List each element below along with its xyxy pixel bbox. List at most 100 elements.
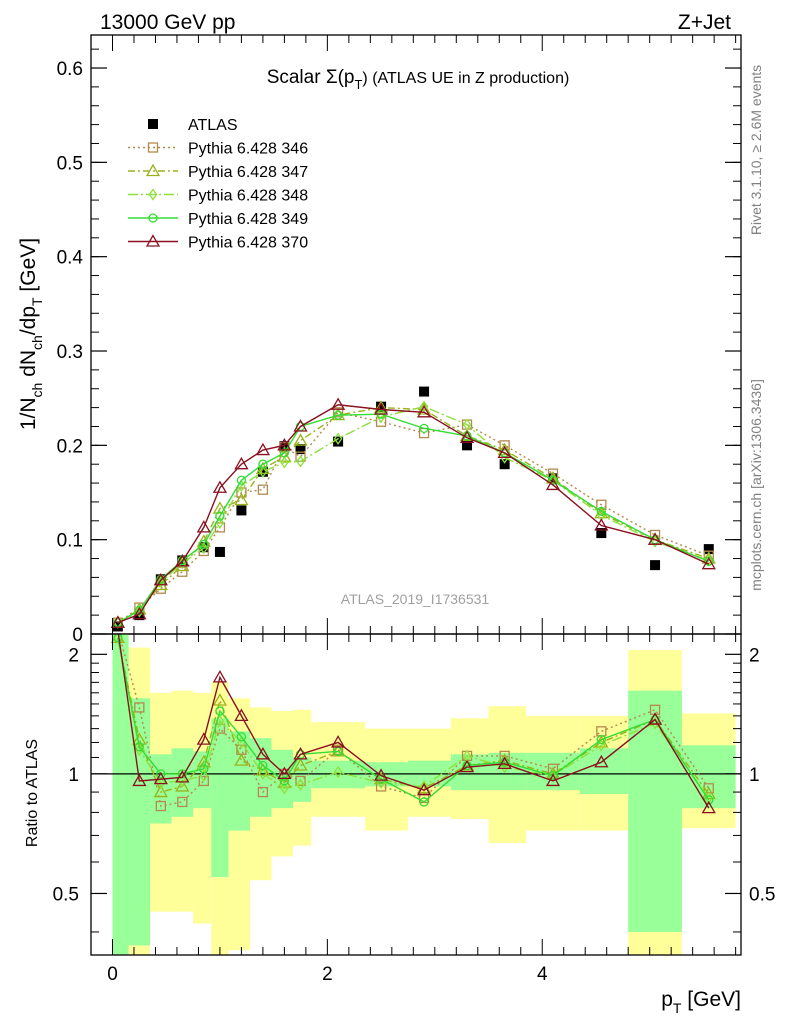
- point-p370: [293, 419, 308, 432]
- point-p370: [647, 532, 663, 545]
- series-line-p348: [117, 405, 710, 624]
- y-tick-label: 0: [72, 625, 83, 646]
- point-data: [462, 440, 473, 451]
- ratio-point-p370: [175, 770, 190, 783]
- point-p370: [330, 397, 346, 410]
- ratio-frame: [90, 633, 742, 956]
- ratio-y-tick-label-right: 0.5: [749, 884, 775, 905]
- point-p370: [277, 438, 292, 451]
- ratio-point-p347: [293, 758, 308, 771]
- ratio-y-tick-label-right: 2: [749, 645, 760, 666]
- legend-label: Pythia 6.428 349: [188, 211, 308, 228]
- ratio-point-p347: [255, 763, 271, 776]
- ratio-point-p348: [597, 739, 606, 752]
- legend-marker: [145, 163, 161, 177]
- point-p349: [199, 539, 209, 550]
- point-data: [499, 459, 510, 470]
- point-p370: [594, 518, 609, 531]
- band-inner: [228, 731, 251, 831]
- point-p348: [156, 575, 166, 589]
- legend-label: Pythia 6.428 348: [188, 188, 308, 205]
- point-p370: [175, 554, 190, 567]
- legend-item-p349: Pythia 6.428 349: [128, 211, 308, 228]
- point-p370: [110, 615, 125, 628]
- ratio-point-p370: [416, 782, 432, 796]
- ratio-point-p348: [135, 743, 144, 756]
- ratio-series-p370: [117, 634, 716, 814]
- ratio-point-p349: [596, 734, 606, 745]
- ratio-point-p349: [215, 706, 225, 716]
- main-plot-area: [110, 386, 716, 632]
- point-p347: [212, 501, 228, 514]
- ratio-point-p349: [419, 797, 429, 807]
- ratio-point-p348: [333, 766, 343, 779]
- band-outer: [193, 692, 212, 924]
- ratio-y-tick-label: 0.5: [53, 884, 79, 905]
- ratio-point-p346: [177, 796, 188, 808]
- ratio-point-p347: [212, 693, 228, 706]
- point-p370: [153, 572, 168, 586]
- point-p370: [255, 442, 271, 456]
- legend-item-data: ATLAS: [148, 117, 238, 134]
- ratio-point-p349: [258, 760, 268, 771]
- x-tick-label: 4: [537, 964, 548, 985]
- legend-label: ATLAS: [188, 117, 238, 134]
- point-data: [333, 436, 344, 447]
- point-p348: [296, 455, 305, 468]
- ratio-plot-area: [91, 634, 741, 955]
- point-data: [650, 560, 661, 571]
- main-panel: 0 0.1 0.2 0.3 0.4 0.5 0.6 Scalar Σ(pT) (ATLAS …: [17, 34, 742, 646]
- point-data: [376, 401, 387, 412]
- y-axis-label: 1/Nch dNch/dpT [GeV]: [17, 238, 45, 430]
- ratio-point-p370: [701, 800, 716, 814]
- ratio-point-p349: [704, 795, 714, 805]
- point-p370: [373, 402, 389, 415]
- ratio-point-p349: [113, 634, 123, 643]
- point-data: [214, 546, 225, 557]
- ratio-point-p346: [134, 702, 145, 713]
- ratio-point-p370: [594, 754, 609, 768]
- point-p370: [545, 477, 561, 491]
- legend-label: Pythia 6.428 346: [188, 141, 308, 158]
- point-p349: [258, 459, 268, 469]
- point-p348: [333, 432, 343, 445]
- ratio-line-p370: [117, 634, 710, 809]
- point-data: [279, 441, 290, 452]
- point-p347: [196, 534, 211, 547]
- point-p370: [212, 480, 228, 493]
- ratio-point-p370: [277, 766, 292, 780]
- point-p347: [497, 442, 512, 456]
- band-inner: [112, 634, 129, 955]
- point-data: [236, 505, 247, 516]
- ratio-point-p370: [196, 732, 211, 745]
- legend: ATLAS Pythia 6.428 346 Pythia 6.428 347 Pyt…: [128, 117, 308, 252]
- point-p370: [416, 405, 432, 418]
- ratio-point-p370: [330, 735, 346, 748]
- band-inner: [681, 745, 736, 809]
- band-inner: [128, 698, 151, 946]
- ratio-y-tick-label: 2: [68, 645, 79, 666]
- legend-marker: [148, 213, 158, 223]
- ratio-y-tick-label: 1: [68, 765, 79, 786]
- point-p370: [459, 430, 475, 443]
- ratio-point-p349: [156, 769, 166, 779]
- ratio-line-p346: [118, 634, 710, 807]
- point-p346: [257, 484, 269, 495]
- ratio-point-p348: [258, 767, 268, 781]
- ratio-series-p346: [118, 634, 714, 812]
- ratio-point-p370: [132, 773, 147, 787]
- point-p347: [234, 492, 249, 506]
- y-tick-label: 0.4: [57, 248, 84, 269]
- point-p370: [132, 606, 147, 620]
- point-data: [257, 466, 268, 477]
- series-line-p370: [117, 404, 710, 624]
- ratio-point-p346: [155, 800, 166, 812]
- ratio-point-p346: [295, 775, 306, 787]
- ratio-point-p349: [236, 732, 247, 742]
- ratio-point-p349: [199, 764, 209, 774]
- ratio-point-p370: [153, 771, 168, 785]
- legend-label: Pythia 6.428 347: [188, 164, 308, 181]
- point-data: [295, 444, 306, 455]
- ratio-point-p346: [375, 781, 387, 792]
- ratio-point-p349: [548, 770, 558, 781]
